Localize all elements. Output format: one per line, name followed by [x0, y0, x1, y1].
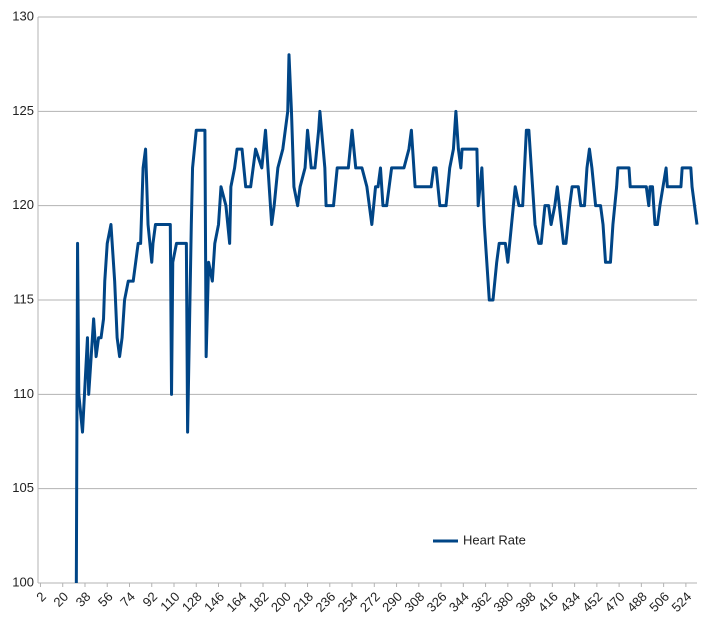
- x-tick-label: 56: [95, 589, 116, 610]
- x-tick-label: 128: [179, 589, 205, 615]
- x-tick-label: 74: [117, 589, 138, 610]
- x-tick-label: 506: [646, 589, 672, 615]
- x-tick-label: 488: [624, 589, 650, 615]
- x-tick-label: 110: [157, 589, 182, 614]
- x-tick-label: 164: [223, 589, 249, 615]
- x-tick-label: 362: [468, 589, 494, 615]
- y-tick-label: 105: [12, 480, 34, 495]
- x-tick-label: 452: [579, 589, 605, 615]
- y-tick-label: 125: [12, 103, 34, 118]
- x-tick-label: 20: [50, 589, 71, 610]
- x-tick-label: 308: [401, 589, 427, 615]
- x-tick-label: 272: [357, 589, 383, 615]
- x-tick-label: 416: [535, 589, 561, 615]
- x-tick-label: 434: [557, 589, 583, 615]
- x-tick-label: 380: [490, 589, 516, 615]
- x-tick-label: 2: [33, 589, 49, 605]
- x-tick-label: 146: [201, 589, 227, 615]
- data-line: [74, 53, 699, 584]
- x-tick-label: 182: [246, 589, 272, 615]
- y-tick-label: 120: [12, 197, 34, 212]
- legend-label: Heart Rate: [463, 532, 526, 547]
- y-tick-label: 130: [12, 8, 34, 23]
- x-tick-label: 200: [268, 589, 294, 615]
- x-tick-label: 38: [73, 589, 94, 610]
- y-tick-label: 115: [13, 291, 34, 306]
- x-tick-label: 524: [668, 589, 694, 615]
- x-tick-label: 290: [379, 589, 405, 615]
- y-tick-label: 100: [12, 574, 34, 589]
- x-tick-label: 344: [446, 589, 472, 615]
- x-tick-label: 326: [424, 589, 450, 615]
- x-tick-label: 254: [335, 589, 361, 615]
- x-tick-label: 92: [139, 589, 160, 610]
- y-tick-label: 110: [13, 386, 34, 401]
- x-tick-label: 470: [602, 589, 628, 615]
- x-tick-label: 398: [513, 589, 539, 615]
- x-tick-label: 236: [312, 589, 338, 615]
- x-tick-label: 218: [290, 589, 316, 615]
